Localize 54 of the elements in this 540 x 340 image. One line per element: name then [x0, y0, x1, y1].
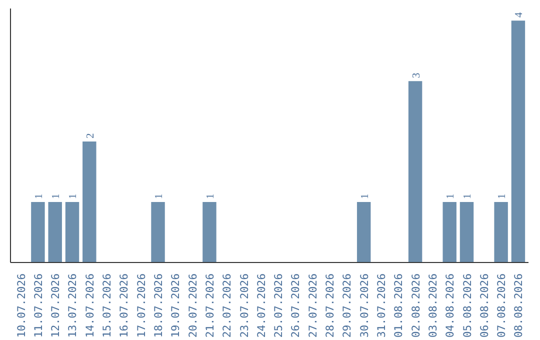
bar: [494, 202, 508, 262]
x-tick-label: 01.08.2026: [392, 274, 406, 338]
x-tick-label: 03.08.2026: [426, 274, 440, 338]
data-label: 1: [51, 194, 62, 200]
x-tick-label: 24.07.2026: [254, 274, 268, 338]
data-label: 1: [68, 194, 80, 200]
bar: [48, 202, 62, 262]
data-label: 1: [205, 194, 216, 200]
x-tick-label: 14.07.2026: [83, 274, 96, 338]
x-tick-label: 04.08.2026: [444, 274, 457, 338]
x-tick-label: 25.07.2026: [272, 274, 286, 338]
x-tick-label: 31.07.2026: [374, 274, 388, 338]
x-tick-label: 26.07.2026: [289, 274, 302, 338]
data-label: 1: [497, 194, 508, 200]
data-label: 3: [411, 72, 422, 78]
x-tick-label: 07.08.2026: [495, 274, 508, 338]
x-tick-label: 20.07.2026: [186, 274, 200, 338]
data-label: 1: [360, 194, 371, 200]
x-tick-label: 18.07.2026: [152, 274, 166, 338]
x-tick-label: 11.07.2026: [32, 274, 45, 338]
bar: [356, 202, 371, 262]
bar: [65, 202, 80, 262]
bar: [151, 202, 165, 262]
bar: [82, 142, 96, 262]
bar: [511, 20, 526, 262]
x-tick-label: 19.07.2026: [169, 274, 182, 338]
x-tick-label: 28.07.2026: [324, 274, 337, 338]
x-tick-label: 22.07.2026: [220, 274, 234, 338]
bar: [442, 202, 456, 262]
x-tick-label: 05.08.2026: [460, 274, 474, 338]
data-label: 2: [85, 133, 96, 139]
x-tick-label: 30.07.2026: [358, 274, 371, 338]
x-tick-label: 27.07.2026: [306, 274, 320, 338]
x-tick-label: 16.07.2026: [118, 274, 131, 338]
data-label: 4: [514, 12, 526, 18]
x-tick-label: 02.08.2026: [409, 274, 422, 338]
bar: [408, 81, 422, 262]
x-tick-label: 21.07.2026: [203, 274, 216, 338]
data-label: 1: [446, 194, 457, 200]
data-label: 1: [154, 194, 166, 200]
x-tick-label: 13.07.2026: [66, 274, 80, 338]
x-tick-label: 23.07.2026: [238, 274, 251, 338]
x-tick-label: 12.07.2026: [49, 274, 62, 338]
bar: [460, 202, 474, 262]
x-tick-label: 29.07.2026: [340, 274, 354, 338]
data-label: 1: [34, 194, 45, 200]
bar: [202, 202, 216, 262]
x-tick-label: 17.07.2026: [134, 274, 148, 338]
x-tick-label: 06.08.2026: [478, 274, 491, 338]
x-tick-label: 15.07.2026: [100, 274, 114, 338]
bar: [31, 202, 45, 262]
x-tick-label: 08.08.2026: [512, 274, 526, 338]
data-label: 1: [462, 194, 474, 200]
x-tick-label: 10.07.2026: [14, 274, 28, 338]
